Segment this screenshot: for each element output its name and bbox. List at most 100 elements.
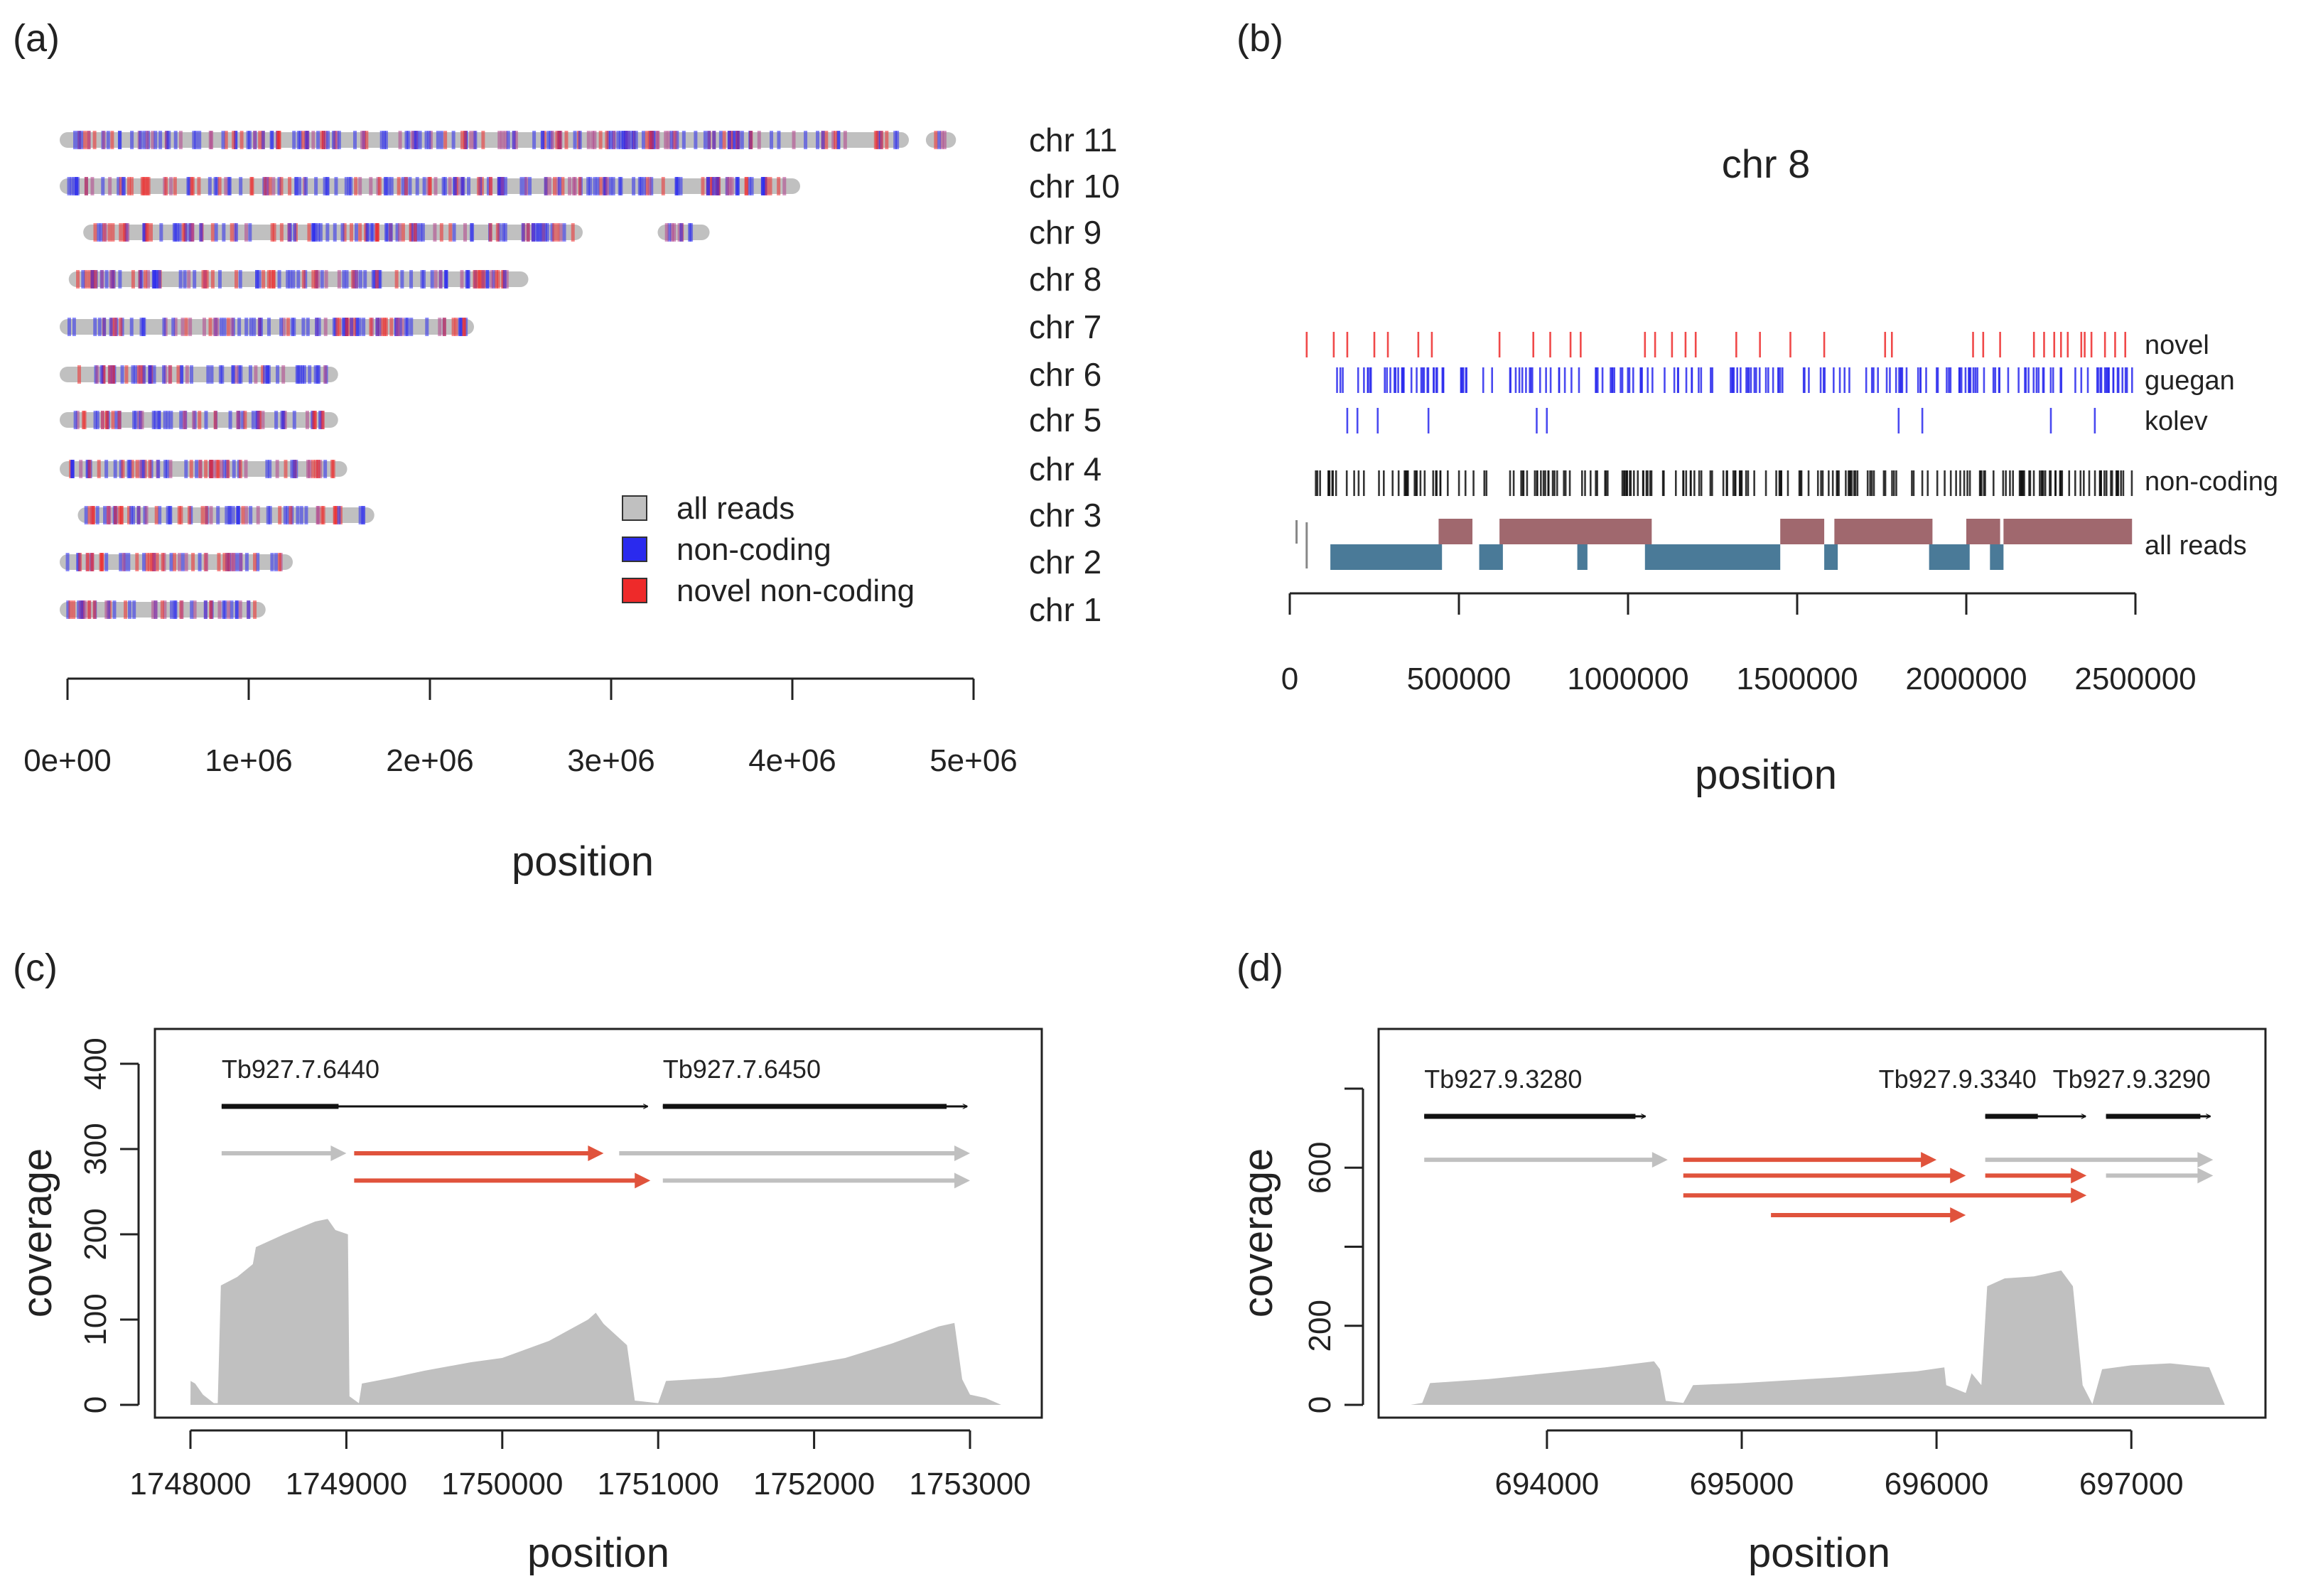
- chr-feature-mark: [712, 131, 716, 149]
- chr-feature-mark: [129, 318, 134, 336]
- chr-feature-mark: [222, 318, 227, 336]
- chr-feature-mark: [231, 365, 235, 384]
- panel-d-label: (d): [1236, 947, 1283, 989]
- track-label: kolev: [2145, 406, 2208, 436]
- chr-feature-mark: [184, 223, 188, 242]
- chr-feature-mark: [255, 270, 259, 289]
- chr-feature-mark: [153, 131, 158, 149]
- chr-feature-mark: [558, 177, 562, 195]
- chr-feature-mark: [433, 177, 438, 195]
- chr-feature-mark: [249, 318, 253, 336]
- chr-feature-mark: [253, 553, 257, 571]
- panel-d-y-axis-label: coverage: [1235, 1148, 1281, 1318]
- chr-feature-mark: [188, 318, 193, 336]
- chr-feature-mark: [503, 223, 507, 242]
- chr-feature-mark: [231, 553, 235, 571]
- chr-feature-mark: [252, 318, 257, 336]
- chr-feature-mark: [90, 270, 95, 289]
- chromosome-label: chr 1: [1029, 591, 1101, 628]
- chr-feature-mark: [365, 223, 370, 242]
- chr-feature-mark: [131, 270, 135, 289]
- chr-feature-mark: [312, 411, 316, 429]
- chr-feature-mark: [180, 318, 185, 336]
- panel-c-plot-frame: [153, 1028, 1043, 1419]
- chr-feature-mark: [257, 270, 262, 289]
- chr-feature-mark: [378, 270, 382, 289]
- x-tick-label: 2000000: [1905, 662, 2027, 696]
- chr-feature-mark: [377, 318, 382, 336]
- chr-feature-mark: [217, 177, 222, 195]
- chr-feature-mark: [369, 318, 373, 336]
- chr-feature-mark: [302, 365, 306, 384]
- chr-feature-mark: [478, 270, 482, 289]
- chr-feature-mark: [205, 553, 209, 571]
- chr-feature-mark: [317, 318, 321, 336]
- chr-feature-mark: [234, 131, 238, 149]
- chr-feature-mark: [323, 177, 327, 195]
- chr-feature-mark: [451, 318, 456, 336]
- gene-label: Tb927.9.3280: [1424, 1064, 1582, 1094]
- chr-feature-mark: [706, 177, 710, 195]
- chr-feature-mark: [126, 506, 131, 524]
- chr-feature-mark: [134, 411, 138, 429]
- chr-feature-mark: [186, 177, 190, 195]
- chr-feature-mark: [647, 177, 652, 195]
- chr-feature-mark: [369, 177, 373, 195]
- chr-feature-mark: [748, 177, 752, 195]
- chr-feature-mark: [616, 131, 620, 149]
- chr-feature-mark: [782, 177, 787, 195]
- chr-feature-mark: [718, 131, 723, 149]
- chr-feature-mark: [124, 600, 128, 619]
- chr-feature-mark: [321, 506, 325, 524]
- chr-feature-mark: [296, 506, 300, 524]
- chr-feature-mark: [301, 270, 306, 289]
- chr-feature-mark: [235, 600, 239, 619]
- chr-feature-mark: [337, 506, 341, 524]
- chr-feature-mark: [834, 131, 838, 149]
- transcript-arrow-head: [635, 1172, 651, 1189]
- x-tick-label: 1e+06: [205, 743, 293, 778]
- chr-feature-mark: [345, 270, 349, 289]
- chr-feature-mark: [460, 270, 464, 289]
- chr-feature-mark: [206, 365, 210, 384]
- chr-feature-mark: [135, 460, 139, 478]
- chr-feature-mark: [217, 270, 222, 289]
- chr-feature-mark: [316, 460, 320, 478]
- reads-minus-strand-block: [1990, 544, 2004, 570]
- x-tick-label: 694000: [1494, 1467, 1599, 1501]
- chr-feature-mark: [76, 553, 80, 571]
- chr-feature-mark: [688, 223, 692, 242]
- chr-feature-mark: [104, 600, 109, 619]
- chr-feature-mark: [274, 553, 278, 571]
- chr-feature-mark: [323, 365, 328, 384]
- chr-feature-mark: [173, 318, 178, 336]
- chr-feature-mark: [97, 318, 102, 336]
- chr-feature-mark: [318, 223, 323, 242]
- gene-label: Tb927.9.3290: [2053, 1064, 2211, 1094]
- chr-feature-mark: [157, 411, 161, 429]
- panel-a-marks: [60, 131, 956, 619]
- chr-feature-mark: [942, 131, 947, 149]
- chromosome-label: chr 2: [1029, 544, 1101, 581]
- chr-feature-mark: [160, 600, 164, 619]
- chr-feature-mark: [311, 411, 315, 429]
- chr-feature-mark: [519, 177, 524, 195]
- chr-feature-mark: [126, 553, 131, 571]
- chr-feature-mark: [555, 131, 559, 149]
- chr-feature-mark: [226, 553, 230, 571]
- chr-feature-mark: [624, 131, 628, 149]
- x-tick-label: 2e+06: [386, 743, 474, 778]
- panel-c-marks: Tb927.7.6440 Tb927.7.6450: [190, 1055, 1001, 1405]
- chr-feature-mark: [443, 270, 448, 289]
- chr-feature-mark: [550, 223, 554, 242]
- chr-feature-mark: [249, 506, 253, 524]
- chr-feature-mark: [179, 411, 183, 429]
- chr-feature-mark: [934, 131, 938, 149]
- chr-feature-mark: [76, 131, 80, 149]
- chr-feature-mark: [93, 318, 97, 336]
- chr-feature-mark: [765, 177, 769, 195]
- chr-feature-mark: [761, 177, 765, 195]
- chr-feature-mark: [937, 131, 941, 149]
- chr-feature-mark: [400, 318, 404, 336]
- chr-feature-mark: [178, 553, 182, 571]
